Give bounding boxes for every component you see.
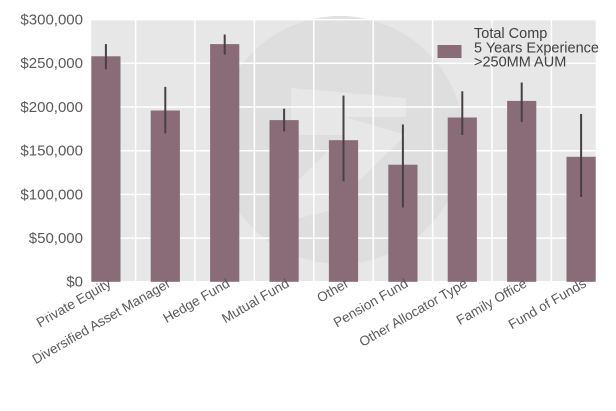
svg-text:Mutual Fund: Mutual Fund <box>219 276 291 327</box>
svg-text:$300,000: $300,000 <box>20 12 83 29</box>
svg-text:$250,000: $250,000 <box>20 55 83 72</box>
svg-text:$50,000: $50,000 <box>29 230 83 247</box>
svg-text:Other Allocator Type: Other Allocator Type <box>357 276 470 350</box>
svg-text:$0: $0 <box>66 274 83 291</box>
svg-text:$150,000: $150,000 <box>20 143 83 160</box>
svg-text:$100,000: $100,000 <box>20 186 83 203</box>
svg-text:$200,000: $200,000 <box>20 99 83 116</box>
svg-text:>250MM AUM: >250MM AUM <box>474 55 566 71</box>
